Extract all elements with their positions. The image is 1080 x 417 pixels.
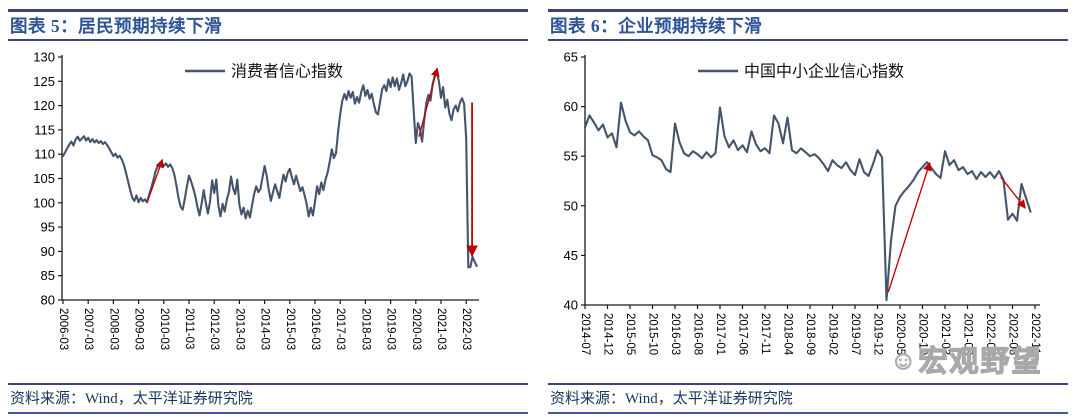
watermark: ☺宏观野望 (890, 338, 1043, 380)
y-tick-label: 110 (34, 147, 55, 162)
figure-panel-6: 图表 6：企业预期持续下滑 40 45 50 55 60 65 2014-07 2014-12… (540, 0, 1080, 417)
header-rule-bottom (8, 39, 528, 41)
x-tick-label: 2015-10 (647, 313, 659, 355)
x-tick-label: 2015-03 (284, 308, 296, 350)
header-rule-top (8, 9, 528, 12)
source-note: 资料来源：Wind，太平洋证券研究院 (550, 391, 793, 407)
x-tick-label: 2019-03 (385, 308, 397, 350)
x-tick-label: 2022-11 (1029, 313, 1041, 354)
x-tick-label: 2007-03 (82, 308, 94, 350)
y-tick-label: 120 (33, 98, 55, 113)
x-tick-label: 2018-09 (804, 313, 816, 355)
x-tick-label: 2006-03 (57, 308, 69, 350)
x-tick-label: 2021-08 (962, 313, 974, 355)
y-tick-label: 130 (33, 50, 55, 65)
y-tick-label: 80 (41, 293, 55, 308)
y-tick-label: 55 (564, 149, 578, 164)
x-tick-label: 2022-01 (984, 313, 996, 355)
x-tick-label: 2022-03 (460, 308, 472, 350)
figure-title: 图表 5：居民预期持续下滑 (10, 16, 223, 36)
x-tick-label: 2021-03 (435, 308, 447, 350)
x-tick-label: 2019-02 (827, 313, 839, 355)
trend-arrow (887, 161, 932, 293)
x-tick-label: 2012-03 (208, 308, 220, 350)
x-tick-label: 2016-08 (692, 313, 704, 355)
y-tick-label: 40 (564, 298, 578, 313)
watermark-text: 宏观野望 (918, 345, 1043, 378)
y-tick-label: 125 (33, 74, 55, 89)
y-tick-label: 90 (41, 244, 55, 259)
x-tick-label: 2011-03 (183, 308, 195, 349)
x-tick-label: 2017-01 (714, 313, 726, 355)
x-tick-label: 2014-07 (579, 313, 591, 355)
x-tick-label: 2014-12 (602, 313, 614, 355)
legend-label: 中国中小企业信心指数 (744, 63, 904, 81)
panel-bottom-rule (548, 412, 1068, 414)
x-tick-label: 2021-03 (939, 313, 951, 355)
series-line (61, 70, 478, 269)
x-tick-label: 2020-10 (917, 313, 929, 355)
x-tick-label: 2018-04 (782, 313, 794, 356)
panel-bottom-rule (8, 412, 528, 414)
x-tick-label: 2018-03 (359, 308, 371, 350)
series-line (583, 101, 1032, 302)
figure-title: 图表 6：企业预期持续下滑 (550, 16, 763, 36)
trend-arrow (146, 158, 164, 204)
source-note: 资料来源：Wind，太平洋证券研究院 (10, 391, 253, 407)
consumer-confidence-line-chart: 80 85 90 95 100 105 110 115 120 125 130 2006-03 2007… (33, 50, 479, 350)
x-tick-label: 2013-03 (233, 308, 245, 350)
smiley-face-icon: ☺ (890, 346, 919, 376)
y-tick-label: 85 (41, 268, 55, 283)
header-rule-bottom (548, 39, 1068, 41)
x-tick-label: 2008-03 (107, 308, 119, 350)
x-tick-label: 2017-03 (334, 308, 346, 350)
x-tick-label: 2016-03 (309, 308, 321, 350)
x-tick-label: 2017-06 (737, 313, 749, 355)
header-rule-top (548, 9, 1068, 12)
x-tick-label: 2019-12 (872, 313, 884, 355)
sme-confidence-line-chart: 40 45 50 55 60 65 2014-07 2014-12 2015-05 2015-10… (564, 50, 1041, 356)
x-tick-label: 2014-03 (259, 308, 271, 350)
footer-rule (548, 383, 1068, 385)
y-tick-label: 50 (564, 198, 578, 213)
trend-arrow (1000, 176, 1026, 209)
y-tick-label: 115 (34, 122, 55, 137)
x-tick-label: 2020-03 (410, 308, 422, 350)
y-tick-label: 100 (33, 195, 55, 210)
figure-panel-5: 图表 5：居民预期持续下滑 80 85 90 95 100 105 110 115 120 125… (8, 9, 528, 414)
x-tick-label: 2020-05 (894, 313, 906, 355)
y-tick-label: 45 (564, 248, 578, 263)
x-tick-label: 2017-11 (759, 313, 771, 354)
trend-arrow (418, 67, 440, 137)
x-tick-label: 2009-03 (133, 308, 145, 350)
y-tick-label: 60 (564, 99, 578, 114)
y-tick-label: 95 (41, 220, 55, 235)
y-tick-label: 65 (564, 50, 578, 65)
footer-rule (8, 383, 528, 385)
x-tick-label: 2010-03 (158, 308, 170, 350)
x-tick-label: 2015-05 (624, 313, 636, 355)
x-tick-label: 2022-06 (1007, 313, 1019, 355)
x-tick-label: 2019-07 (849, 313, 861, 355)
legend-label: 消费者信心指数 (231, 63, 343, 81)
y-tick-label: 105 (33, 171, 55, 186)
x-tick-label: 2016-03 (669, 313, 681, 355)
